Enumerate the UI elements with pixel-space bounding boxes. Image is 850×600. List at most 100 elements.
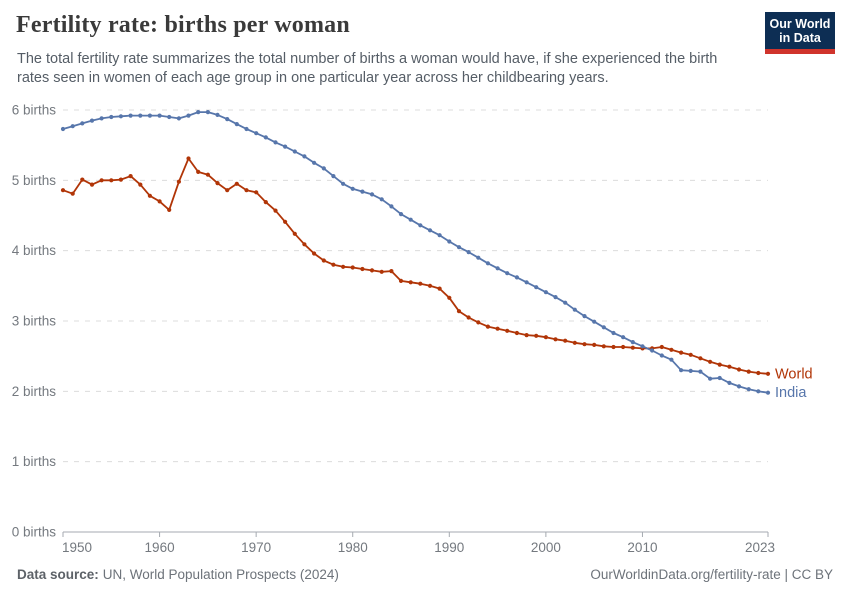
india-data-point xyxy=(543,290,549,295)
india-data-point xyxy=(456,245,462,250)
world-data-point xyxy=(244,188,249,193)
chart-subtitle: The total fertility rate summarizes the … xyxy=(17,51,718,86)
world-data-point xyxy=(167,207,172,212)
world-data-point xyxy=(688,352,693,357)
world-data-point xyxy=(215,181,220,186)
attribution-link[interactable]: OurWorldinData.org/fertility-rate | CC B… xyxy=(590,567,833,582)
india-data-point xyxy=(427,228,433,233)
india-data-point xyxy=(99,116,104,121)
india-data-point xyxy=(157,113,162,118)
world-data-point xyxy=(698,356,703,361)
world-data-point xyxy=(592,342,597,347)
y-tick-label: 0 births xyxy=(12,525,57,540)
world-data-point xyxy=(89,182,95,187)
world-data-point xyxy=(611,344,616,350)
world-data-point xyxy=(196,169,201,174)
y-tick-label: 6 births xyxy=(12,103,57,118)
india-data-point xyxy=(650,348,655,353)
world-data-point xyxy=(765,371,771,376)
world-data-point xyxy=(543,335,549,340)
india-data-point xyxy=(263,135,268,140)
india-data-point xyxy=(727,380,732,385)
world-data-point xyxy=(427,283,433,288)
india-data-point xyxy=(466,250,471,255)
india-data-point xyxy=(321,166,326,171)
y-tick-label: 4 births xyxy=(12,243,57,258)
india-data-point xyxy=(118,114,123,119)
india-data-point xyxy=(341,181,346,186)
world-data-point xyxy=(225,188,230,193)
x-tick-label: 1980 xyxy=(338,540,368,555)
india-data-point xyxy=(688,368,693,373)
x-tick-label: 2023 xyxy=(745,540,775,555)
world-data-point xyxy=(369,268,375,273)
world-data-point xyxy=(505,328,510,333)
india-data-point xyxy=(563,300,568,305)
india-data-point xyxy=(331,174,336,179)
india-data-point xyxy=(360,189,365,194)
india-data-point xyxy=(176,116,181,121)
india-data-point xyxy=(350,186,355,191)
india-data-point xyxy=(572,307,577,312)
india-data-point xyxy=(254,131,259,136)
world-data-point xyxy=(659,344,664,350)
world-data-point xyxy=(418,281,423,286)
world-data-point xyxy=(350,265,355,270)
owid-logo[interactable]: Our World in Data xyxy=(765,12,835,54)
india-data-point xyxy=(167,114,172,120)
world-data-point xyxy=(717,362,722,367)
india-data-point xyxy=(369,192,375,197)
india-data-point xyxy=(89,118,95,123)
india-data-point xyxy=(292,149,297,154)
x-tick-label: 1960 xyxy=(145,540,175,555)
world-data-point xyxy=(447,295,452,300)
owid-logo-line1: Our World xyxy=(769,17,831,31)
y-tick-label: 2 births xyxy=(12,384,57,399)
world-data-point xyxy=(176,179,181,184)
world-data-point xyxy=(205,172,210,177)
world-data-point xyxy=(60,188,66,193)
y-tick-label: 3 births xyxy=(12,314,57,329)
india-data-point xyxy=(205,110,210,115)
world-data-point xyxy=(234,181,239,186)
india-data-point xyxy=(736,384,742,389)
data-source: Data source: UN, World Population Prospec… xyxy=(17,567,339,582)
world-data-point xyxy=(485,324,490,329)
india-data-point xyxy=(186,113,191,118)
india-data-point xyxy=(312,160,317,165)
india-data-point xyxy=(398,212,404,217)
x-tick-label: 1990 xyxy=(434,540,464,555)
india-data-point xyxy=(273,140,278,145)
india-data-point xyxy=(505,271,510,276)
india-data-point xyxy=(524,280,529,285)
world-data-point xyxy=(601,344,606,349)
world-data-point xyxy=(263,200,268,205)
world-data-point xyxy=(273,208,278,213)
india-data-point xyxy=(80,121,85,126)
world-data-point xyxy=(756,370,761,376)
india-data-point xyxy=(756,389,761,394)
world-data-point xyxy=(669,347,674,352)
india-data-point xyxy=(495,266,500,271)
x-tick-label: 2010 xyxy=(627,540,657,555)
world-data-point xyxy=(254,190,259,195)
india-data-point xyxy=(514,275,520,280)
world-data-point xyxy=(312,251,317,256)
india-series-label[interactable]: India xyxy=(775,385,807,401)
world-series-label[interactable]: World xyxy=(775,366,813,382)
india-data-point xyxy=(244,126,249,132)
world-data-point xyxy=(514,330,520,336)
x-tick-label: 2000 xyxy=(531,540,561,555)
world-data-point xyxy=(302,242,307,247)
india-data-point xyxy=(630,340,635,345)
page-title: Fertility rate: births per woman xyxy=(16,12,350,38)
world-data-point xyxy=(147,193,152,198)
india-data-point xyxy=(283,144,288,149)
world-data-point xyxy=(727,364,732,369)
world-data-point xyxy=(621,344,626,350)
india-data-point xyxy=(418,223,423,228)
world-data-point xyxy=(157,199,162,204)
india-data-point xyxy=(640,344,645,349)
india-data-point xyxy=(437,233,442,238)
